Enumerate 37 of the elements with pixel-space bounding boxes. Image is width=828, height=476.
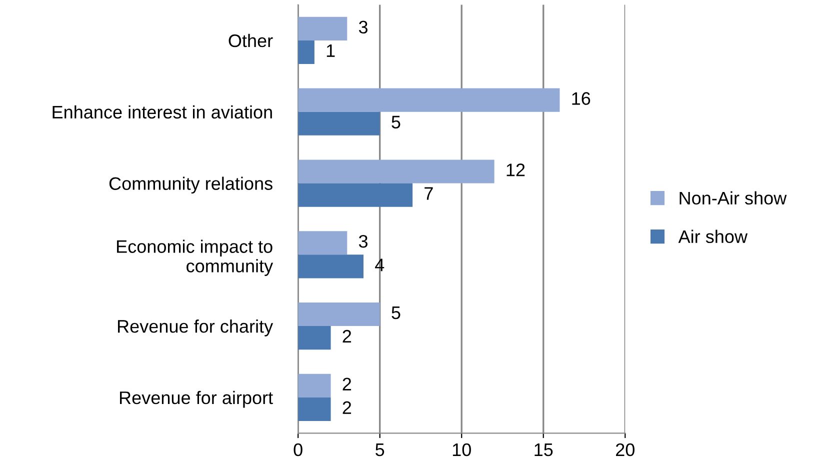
bar	[298, 16, 348, 40]
data-label: 16	[572, 92, 590, 105]
y-tick-label: Other	[228, 34, 273, 48]
bar	[298, 160, 494, 184]
y-tick-label: Revenue for charity	[118, 320, 274, 336]
bar	[298, 183, 413, 207]
data-label: 3	[358, 234, 368, 248]
data-label: 4	[375, 258, 384, 272]
bar	[298, 326, 331, 350]
legend-label: Air show	[678, 230, 748, 244]
x-tick-label: 5	[376, 444, 384, 456]
bar	[298, 231, 348, 255]
data-label: 3	[358, 20, 368, 34]
legend-label: Non-Air show	[680, 191, 787, 205]
data-label: 5	[392, 306, 400, 320]
data-label: 2	[342, 330, 352, 343]
data-label: 2	[342, 401, 352, 414]
data-label: 7	[424, 187, 433, 200]
bar	[298, 254, 364, 278]
x-tick-label: 15	[534, 444, 553, 456]
x-tick-label: 10	[452, 443, 471, 456]
bar	[298, 40, 314, 64]
y-tick-label: Community relations	[109, 176, 272, 194]
bar	[298, 302, 380, 326]
x-tick-label: 20	[616, 443, 634, 456]
data-label: 5	[392, 116, 400, 128]
bar	[298, 397, 331, 422]
data-label: 1	[326, 44, 335, 57]
data-label: 12	[506, 164, 525, 176]
y-tick-label: Economic impact to community	[117, 240, 274, 276]
y-tick-label: Revenue for airport	[120, 390, 273, 408]
bar	[298, 88, 560, 112]
data-label: 2	[342, 378, 352, 390]
y-tick-label: Enhance interest in aviation	[52, 105, 272, 119]
bar	[298, 112, 380, 136]
x-tick-label: 0	[294, 443, 302, 456]
bar	[298, 374, 331, 398]
